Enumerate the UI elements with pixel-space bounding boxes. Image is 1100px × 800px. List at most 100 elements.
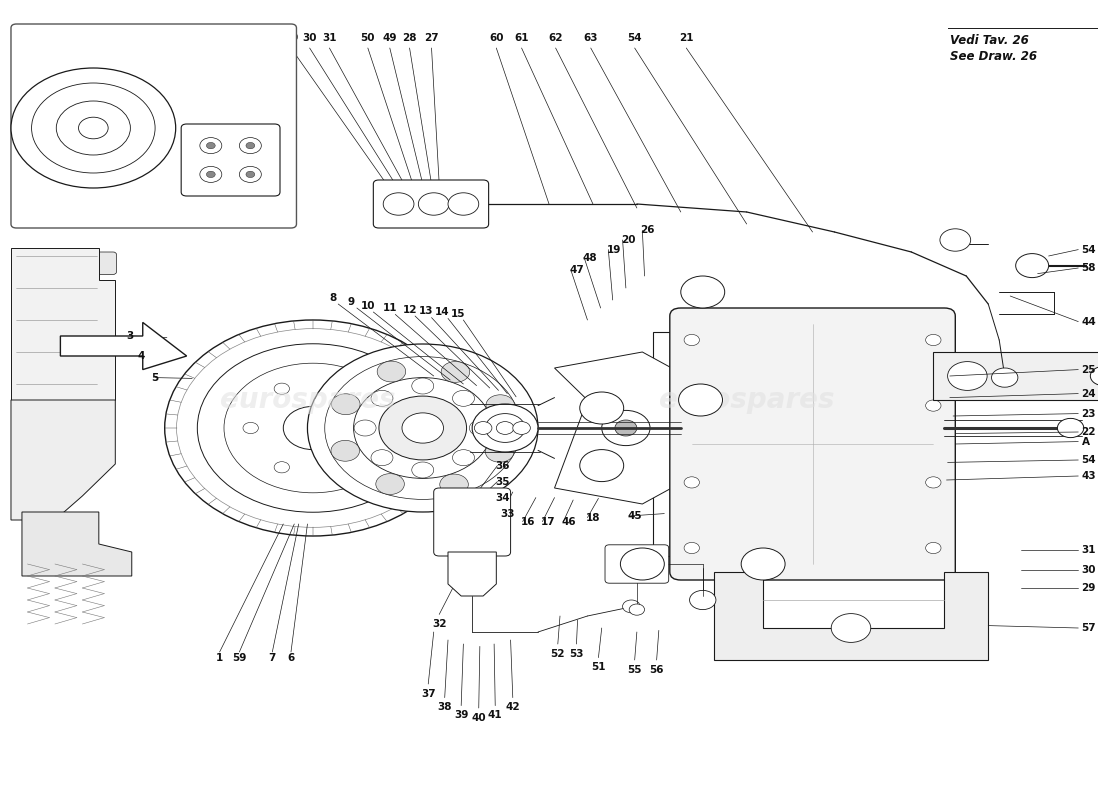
Text: 4: 4: [138, 351, 144, 361]
Circle shape: [991, 368, 1018, 387]
Text: A: A: [697, 395, 704, 405]
Circle shape: [1015, 254, 1048, 278]
Polygon shape: [714, 572, 988, 660]
Circle shape: [939, 229, 970, 251]
FancyBboxPatch shape: [373, 180, 488, 228]
Circle shape: [383, 193, 414, 215]
FancyBboxPatch shape: [385, 449, 420, 468]
Text: 38: 38: [438, 702, 452, 712]
Circle shape: [324, 357, 520, 499]
Circle shape: [485, 442, 514, 462]
Text: 59: 59: [232, 653, 246, 662]
Text: 61: 61: [515, 34, 529, 43]
Text: 54: 54: [627, 34, 642, 43]
Text: 54: 54: [1081, 455, 1097, 465]
Circle shape: [378, 396, 466, 460]
Circle shape: [177, 329, 449, 527]
Text: 15: 15: [451, 309, 465, 318]
Text: See Draw. 26: See Draw. 26: [949, 50, 1037, 62]
Polygon shape: [11, 248, 116, 400]
Circle shape: [441, 362, 470, 382]
Polygon shape: [11, 400, 116, 520]
FancyBboxPatch shape: [214, 460, 250, 479]
Circle shape: [402, 413, 443, 443]
Circle shape: [246, 171, 255, 178]
Circle shape: [513, 422, 530, 434]
Text: 26: 26: [640, 226, 656, 235]
Text: 35: 35: [496, 477, 510, 486]
Circle shape: [620, 548, 664, 580]
Text: B: B: [700, 287, 706, 297]
Circle shape: [331, 394, 360, 414]
Text: 45: 45: [627, 511, 642, 521]
Circle shape: [472, 404, 538, 452]
Circle shape: [367, 422, 383, 434]
Circle shape: [243, 422, 258, 434]
Text: 51: 51: [591, 662, 606, 672]
FancyBboxPatch shape: [287, 346, 322, 366]
Circle shape: [741, 548, 785, 580]
Circle shape: [331, 441, 360, 462]
Text: 2: 2: [288, 154, 296, 166]
Circle shape: [602, 410, 650, 446]
Circle shape: [629, 604, 645, 615]
Circle shape: [207, 142, 216, 149]
Circle shape: [452, 450, 474, 466]
Circle shape: [486, 394, 515, 415]
Circle shape: [240, 138, 262, 154]
Circle shape: [200, 166, 222, 182]
Circle shape: [832, 614, 871, 642]
Polygon shape: [554, 352, 686, 504]
Text: 55: 55: [627, 665, 642, 674]
Text: 18: 18: [585, 513, 601, 522]
Circle shape: [284, 406, 342, 450]
Text: A: A: [1081, 437, 1090, 446]
FancyBboxPatch shape: [90, 252, 117, 274]
Circle shape: [200, 138, 222, 154]
Circle shape: [690, 590, 716, 610]
Text: 5: 5: [152, 373, 158, 382]
Circle shape: [207, 171, 216, 178]
Circle shape: [240, 166, 262, 182]
Text: 31: 31: [322, 34, 337, 43]
Text: Vedi Tav. 26: Vedi Tav. 26: [949, 34, 1028, 46]
Circle shape: [474, 422, 492, 434]
Polygon shape: [60, 322, 187, 370]
Polygon shape: [22, 512, 132, 576]
Text: 31: 31: [1081, 546, 1096, 555]
Circle shape: [497, 422, 513, 434]
FancyBboxPatch shape: [43, 252, 69, 274]
Text: 33: 33: [500, 509, 515, 518]
Circle shape: [623, 600, 640, 613]
Text: 32: 32: [432, 619, 447, 629]
FancyBboxPatch shape: [226, 367, 261, 386]
Text: 20: 20: [620, 235, 636, 245]
Text: 49: 49: [383, 34, 397, 43]
Circle shape: [925, 477, 940, 488]
Text: 6: 6: [287, 653, 295, 662]
Text: 22: 22: [1081, 427, 1096, 437]
Polygon shape: [448, 552, 496, 596]
Text: 34: 34: [496, 493, 510, 502]
Text: 56: 56: [649, 665, 664, 674]
Text: 42: 42: [506, 702, 520, 712]
Text: 29: 29: [1081, 583, 1096, 593]
Circle shape: [274, 383, 289, 394]
Circle shape: [1090, 366, 1100, 386]
Circle shape: [337, 462, 352, 473]
Circle shape: [78, 118, 108, 138]
Circle shape: [56, 101, 131, 155]
Circle shape: [246, 142, 255, 149]
Circle shape: [376, 474, 405, 494]
FancyBboxPatch shape: [670, 308, 955, 580]
FancyBboxPatch shape: [197, 412, 232, 431]
Text: 19: 19: [606, 245, 621, 254]
FancyBboxPatch shape: [11, 24, 297, 228]
FancyBboxPatch shape: [68, 252, 95, 274]
Circle shape: [197, 344, 429, 512]
Circle shape: [354, 420, 376, 436]
Text: 1: 1: [216, 653, 223, 662]
Text: 16: 16: [521, 517, 536, 526]
FancyBboxPatch shape: [338, 484, 373, 503]
Circle shape: [377, 361, 406, 382]
